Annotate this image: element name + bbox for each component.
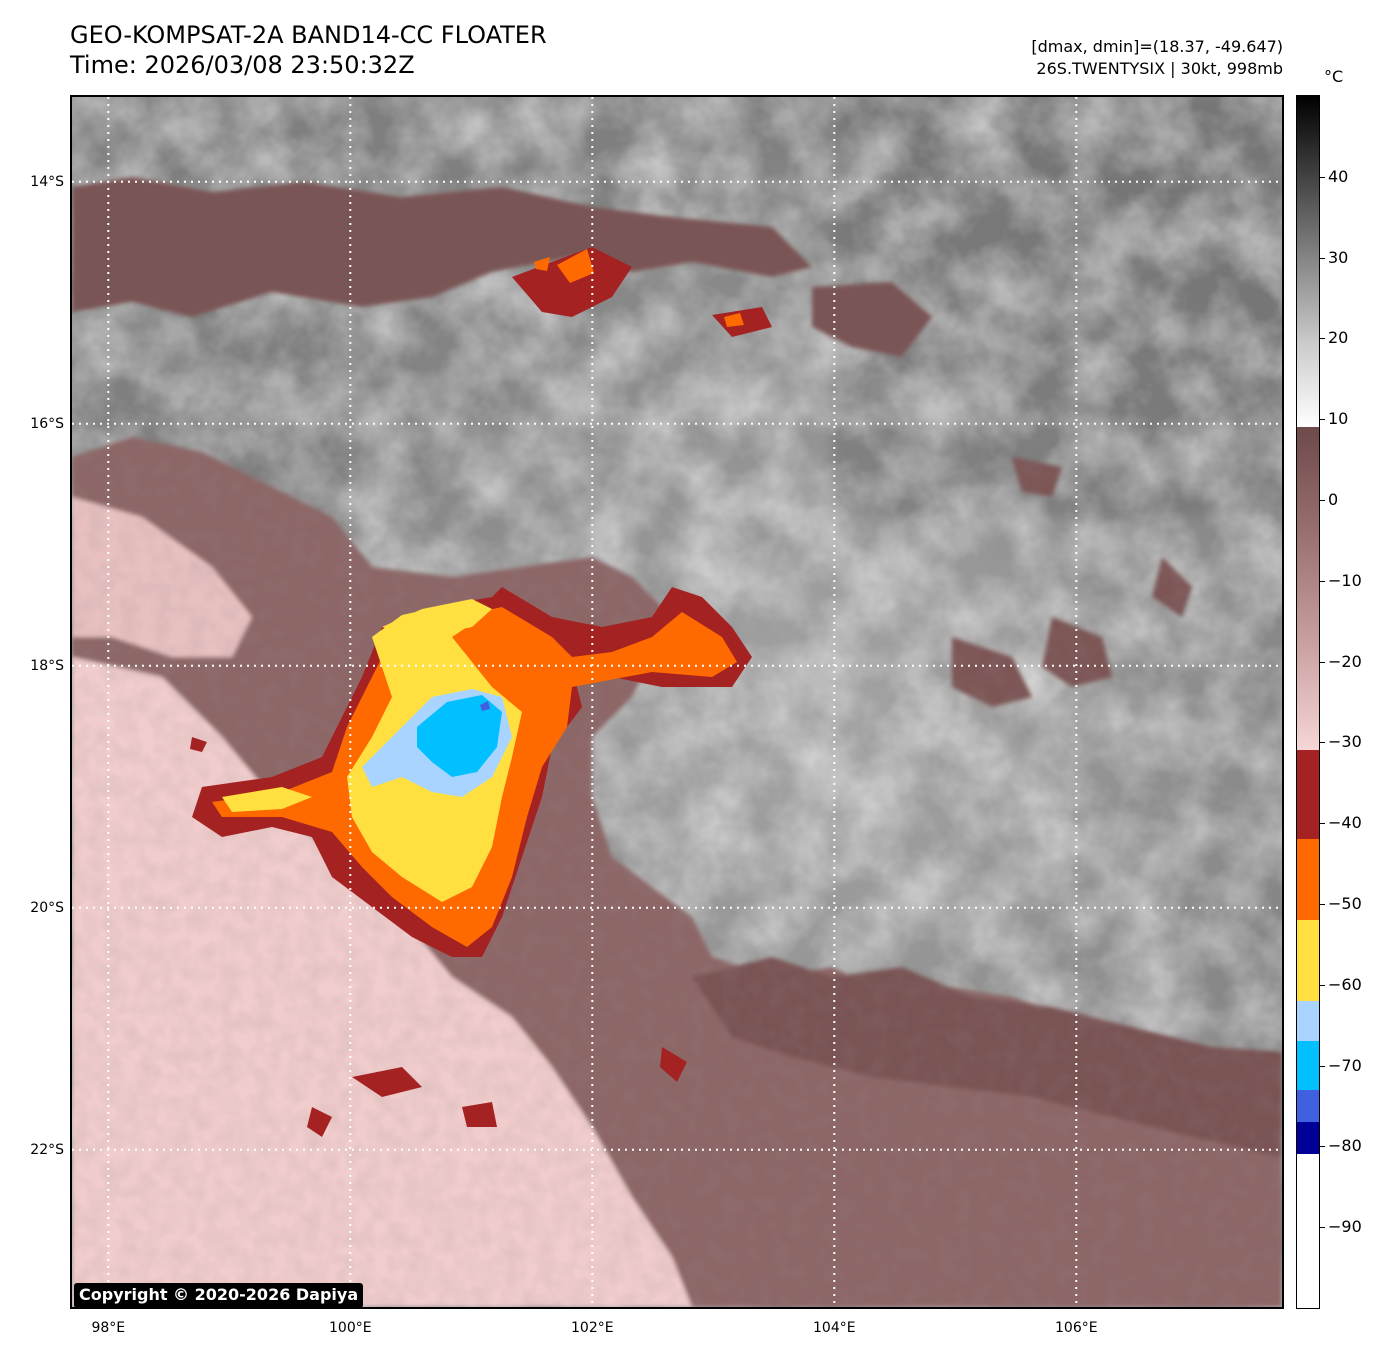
colorbar-tick [1320, 419, 1325, 421]
yellow-north [382, 599, 492, 637]
title-time: Time: 2026/03/08 23:50:32Z [70, 51, 415, 79]
colorbar-segment [1297, 427, 1319, 751]
chart-title: GEO-KOMPSAT-2A BAND14-CC FLOATER Time: 2… [70, 20, 547, 80]
colorbar-segment [1297, 1154, 1319, 1308]
latitude-label: 16°S [30, 415, 64, 432]
colorbar-tick [1320, 1227, 1325, 1229]
blue-spot [480, 701, 490, 711]
latitude-label: 14°S [30, 173, 64, 190]
ir-imagery [72, 97, 1282, 1307]
colorbar-segment [1297, 839, 1319, 921]
colorbar-segment [1297, 96, 1319, 428]
colorbar-tick [1320, 984, 1325, 986]
colorbar-segment [1297, 1122, 1319, 1155]
colorbar-tick-label: −10 [1328, 570, 1362, 590]
gridlines [72, 97, 1282, 1307]
colorbar-segment [1297, 1041, 1319, 1091]
data-range: [dmax, dmin]=(18.37, -49.647) [1031, 37, 1283, 56]
colorbar-tick [1320, 500, 1325, 501]
colorbar-tick [1320, 580, 1325, 582]
cyan-core [417, 695, 502, 777]
southern-cells [190, 737, 687, 1137]
colorbar-tick [1320, 338, 1325, 340]
longitude-label: 104°E [813, 1320, 856, 1336]
colorbar-tick [1320, 176, 1325, 178]
colorbar-tick-label: −20 [1328, 651, 1362, 671]
northern-convection [512, 247, 772, 337]
colorbar-tick-label: −50 [1328, 894, 1362, 913]
storm-info: [dmax, dmin]=(18.37, -49.647) 26S.TWENTY… [1031, 36, 1283, 80]
northwest-band [72, 177, 812, 317]
temperature-colorbar [1296, 95, 1320, 1309]
colorbar-tick-label: 10 [1328, 409, 1349, 429]
copyright-badge: Copyright © 2020-2026 Dapiya [74, 1283, 364, 1307]
colorbar-tick-label: −70 [1328, 1055, 1362, 1075]
storm-name: 26S.TWENTYSIX | 30kt, 998mb [1036, 59, 1283, 78]
colorbar-tick-label: −80 [1328, 1136, 1362, 1156]
colorbar-tick-label: 20 [1328, 328, 1349, 348]
colorbar-tick-label: 40 [1328, 166, 1349, 186]
colorbar-tick-label: 30 [1328, 247, 1349, 267]
western-arm [222, 787, 312, 812]
colorbar-tick-label: −40 [1328, 813, 1362, 833]
colorbar-unit: °C [1324, 67, 1344, 86]
colorbar-tick-label: −30 [1328, 732, 1362, 752]
longitude-label: 100°E [329, 1320, 372, 1336]
colorbar-tick [1320, 1065, 1325, 1067]
colorbar-segment [1297, 750, 1319, 840]
title-product: GEO-KOMPSAT-2A BAND14-CC FLOATER [70, 21, 547, 49]
longitude-label: 102°E [571, 1320, 614, 1336]
longitude-label: 98°E [91, 1320, 126, 1336]
colorbar-tick-label: −90 [1328, 1217, 1362, 1237]
main-convective-cluster [192, 587, 752, 957]
colorbar-tick [1320, 823, 1325, 825]
latitude-label: 20°S [30, 899, 64, 916]
colorbar-tick [1320, 904, 1325, 905]
north-strip [812, 282, 932, 357]
satellite-image[interactable]: Copyright © 2020-2026 Dapiya [70, 95, 1284, 1309]
colorbar-tick [1320, 742, 1325, 744]
latitude-label: 18°S [30, 657, 64, 674]
longitude-label: 106°E [1055, 1320, 1098, 1336]
brown-texture [72, 427, 1282, 1307]
colorbar-tick-label: −60 [1328, 974, 1362, 994]
colorbar-segment [1297, 1000, 1319, 1042]
colorbar-tick [1320, 257, 1325, 259]
latitude-label: 22°S [30, 1141, 64, 1158]
colorbar-tick [1320, 661, 1325, 663]
colorbar-segment [1297, 920, 1319, 1002]
colorbar-segment [1297, 1089, 1319, 1123]
colorbar-tick-label: 0 [1328, 490, 1339, 509]
colorbar-tick [1320, 1146, 1325, 1148]
